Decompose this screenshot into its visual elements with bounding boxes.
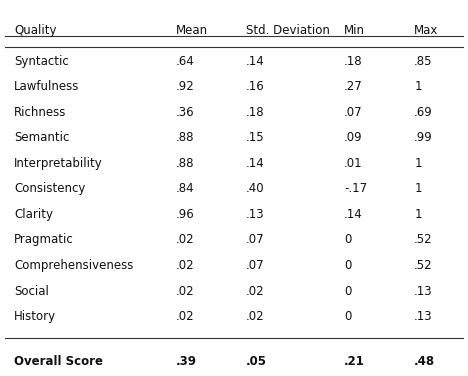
Text: .07: .07 <box>246 233 264 247</box>
Text: Syntactic: Syntactic <box>14 55 69 68</box>
Text: .07: .07 <box>246 259 264 272</box>
Text: 0: 0 <box>344 259 351 272</box>
Text: 1: 1 <box>414 182 422 196</box>
Text: .02: .02 <box>176 285 194 298</box>
Text: .52: .52 <box>414 259 433 272</box>
Text: .13: .13 <box>246 208 264 221</box>
Text: Mean: Mean <box>176 24 208 38</box>
Text: 0: 0 <box>344 285 351 298</box>
Text: .85: .85 <box>414 55 433 68</box>
Text: .05: .05 <box>246 355 267 368</box>
Text: .36: .36 <box>176 106 194 119</box>
Text: .13: .13 <box>414 310 433 323</box>
Text: .21: .21 <box>344 355 365 368</box>
Text: 0: 0 <box>344 233 351 247</box>
Text: 1: 1 <box>414 80 422 93</box>
Text: 0: 0 <box>344 310 351 323</box>
Text: .14: .14 <box>344 208 363 221</box>
Text: Min: Min <box>344 24 365 38</box>
Text: Semantic: Semantic <box>14 131 69 144</box>
Text: -.17: -.17 <box>344 182 367 196</box>
Text: .15: .15 <box>246 131 264 144</box>
Text: 1: 1 <box>414 208 422 221</box>
Text: .92: .92 <box>176 80 194 93</box>
Text: .02: .02 <box>176 310 194 323</box>
Text: .07: .07 <box>344 106 363 119</box>
Text: 1: 1 <box>414 157 422 170</box>
Text: Quality: Quality <box>14 24 57 38</box>
Text: .27: .27 <box>344 80 363 93</box>
Text: Social: Social <box>14 285 49 298</box>
Text: Overall Score: Overall Score <box>14 355 103 368</box>
Text: .02: .02 <box>176 233 194 247</box>
Text: .48: .48 <box>414 355 435 368</box>
Text: .64: .64 <box>176 55 194 68</box>
Text: .96: .96 <box>176 208 194 221</box>
Text: .02: .02 <box>176 259 194 272</box>
Text: .40: .40 <box>246 182 264 196</box>
Text: Max: Max <box>414 24 439 38</box>
Text: History: History <box>14 310 56 323</box>
Text: .99: .99 <box>414 131 433 144</box>
Text: Lawfulness: Lawfulness <box>14 80 80 93</box>
Text: .88: .88 <box>176 157 194 170</box>
Text: .14: .14 <box>246 157 264 170</box>
Text: .09: .09 <box>344 131 363 144</box>
Text: .02: .02 <box>246 310 264 323</box>
Text: .88: .88 <box>176 131 194 144</box>
Text: Pragmatic: Pragmatic <box>14 233 74 247</box>
Text: .01: .01 <box>344 157 363 170</box>
Text: .16: .16 <box>246 80 264 93</box>
Text: .52: .52 <box>414 233 433 247</box>
Text: Richness: Richness <box>14 106 66 119</box>
Text: .13: .13 <box>414 285 433 298</box>
Text: Consistency: Consistency <box>14 182 86 196</box>
Text: .18: .18 <box>246 106 264 119</box>
Text: .02: .02 <box>246 285 264 298</box>
Text: .69: .69 <box>414 106 433 119</box>
Text: .39: .39 <box>176 355 197 368</box>
Text: .84: .84 <box>176 182 194 196</box>
Text: .18: .18 <box>344 55 363 68</box>
Text: Std. Deviation: Std. Deviation <box>246 24 329 38</box>
Text: Comprehensiveness: Comprehensiveness <box>14 259 133 272</box>
Text: .14: .14 <box>246 55 264 68</box>
Text: Interpretability: Interpretability <box>14 157 103 170</box>
Text: Clarity: Clarity <box>14 208 53 221</box>
